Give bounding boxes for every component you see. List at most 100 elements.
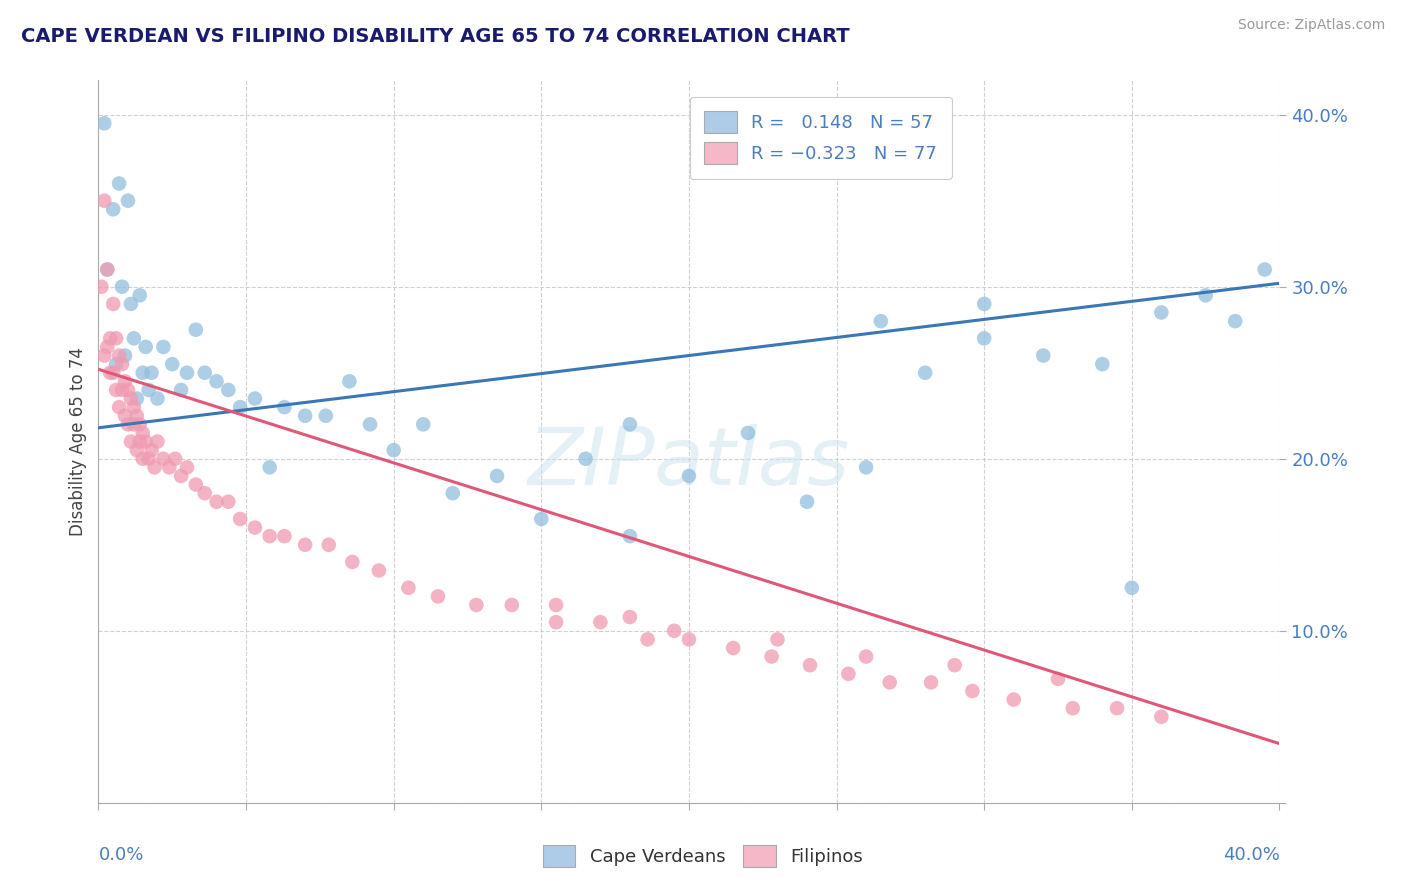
- Point: [128, 288, 150, 302]
- Point: [120, 297, 142, 311]
- Point: [138, 383, 160, 397]
- Point: [93, 194, 115, 208]
- Point: [1002, 692, 1025, 706]
- Point: [619, 417, 641, 432]
- Y-axis label: Disability Age 65 to 74: Disability Age 65 to 74: [69, 347, 87, 536]
- Point: [1091, 357, 1114, 371]
- Point: [125, 392, 148, 406]
- Point: [962, 684, 984, 698]
- Point: [114, 409, 136, 423]
- Point: [105, 357, 128, 371]
- Point: [1150, 305, 1173, 319]
- Text: Source: ZipAtlas.com: Source: ZipAtlas.com: [1237, 18, 1385, 32]
- Point: [103, 202, 125, 217]
- Point: [170, 469, 193, 483]
- Text: CAPE VERDEAN VS FILIPINO DISABILITY AGE 65 TO 74 CORRELATION CHART: CAPE VERDEAN VS FILIPINO DISABILITY AGE …: [21, 27, 849, 45]
- Point: [678, 632, 700, 647]
- Point: [273, 529, 295, 543]
- Point: [664, 624, 686, 638]
- Point: [125, 409, 148, 423]
- Point: [501, 598, 523, 612]
- Point: [243, 392, 266, 406]
- Point: [1327, 529, 1350, 543]
- Point: [93, 349, 115, 363]
- Point: [120, 392, 142, 406]
- Point: [678, 469, 700, 483]
- Point: [879, 675, 901, 690]
- Point: [1195, 288, 1218, 302]
- Point: [165, 451, 187, 466]
- Point: [855, 460, 877, 475]
- Point: [382, 443, 405, 458]
- Text: 0.0%: 0.0%: [98, 847, 143, 864]
- Point: [141, 366, 163, 380]
- Point: [412, 417, 434, 432]
- Point: [184, 323, 207, 337]
- Legend: R =   0.148   N = 57, R = −0.323   N = 77: R = 0.148 N = 57, R = −0.323 N = 77: [690, 96, 952, 178]
- Point: [152, 340, 174, 354]
- Point: [1225, 314, 1247, 328]
- Point: [90, 279, 112, 293]
- Point: [176, 460, 198, 475]
- Point: [132, 451, 155, 466]
- Point: [138, 451, 160, 466]
- Point: [135, 340, 157, 354]
- Point: [920, 675, 942, 690]
- Point: [135, 434, 157, 449]
- Point: [1107, 701, 1129, 715]
- Point: [122, 417, 145, 432]
- Point: [294, 538, 316, 552]
- Point: [105, 383, 128, 397]
- Point: [194, 486, 217, 500]
- Point: [132, 425, 155, 440]
- Point: [589, 615, 612, 630]
- Point: [114, 375, 136, 389]
- Point: [194, 366, 217, 380]
- Text: 40.0%: 40.0%: [1223, 847, 1279, 864]
- Point: [184, 477, 207, 491]
- Point: [465, 598, 488, 612]
- Point: [737, 425, 759, 440]
- Point: [98, 366, 121, 380]
- Point: [342, 555, 364, 569]
- Point: [870, 314, 893, 328]
- Point: [141, 443, 163, 458]
- Point: [575, 451, 598, 466]
- Point: [146, 392, 169, 406]
- Point: [103, 366, 125, 380]
- Point: [546, 615, 568, 630]
- Point: [125, 443, 148, 458]
- Point: [1062, 701, 1084, 715]
- Point: [427, 590, 450, 604]
- Point: [315, 409, 337, 423]
- Point: [176, 366, 198, 380]
- Point: [761, 649, 783, 664]
- Point: [243, 520, 266, 534]
- Point: [117, 417, 139, 432]
- Point: [766, 632, 789, 647]
- Point: [132, 366, 155, 380]
- Point: [120, 434, 142, 449]
- Point: [259, 460, 281, 475]
- Point: [1046, 672, 1070, 686]
- Point: [128, 417, 150, 432]
- Point: [530, 512, 553, 526]
- Point: [619, 610, 641, 624]
- Point: [441, 486, 464, 500]
- Point: [108, 349, 131, 363]
- Point: [205, 375, 228, 389]
- Point: [229, 400, 252, 414]
- Point: [359, 417, 381, 432]
- Point: [117, 383, 139, 397]
- Legend: Cape Verdeans, Filipinos: Cape Verdeans, Filipinos: [536, 838, 870, 874]
- Point: [98, 331, 121, 345]
- Point: [273, 400, 295, 414]
- Point: [170, 383, 193, 397]
- Point: [217, 494, 239, 508]
- Point: [486, 469, 509, 483]
- Point: [229, 512, 252, 526]
- Point: [294, 409, 316, 423]
- Point: [117, 194, 139, 208]
- Point: [637, 632, 659, 647]
- Point: [837, 666, 859, 681]
